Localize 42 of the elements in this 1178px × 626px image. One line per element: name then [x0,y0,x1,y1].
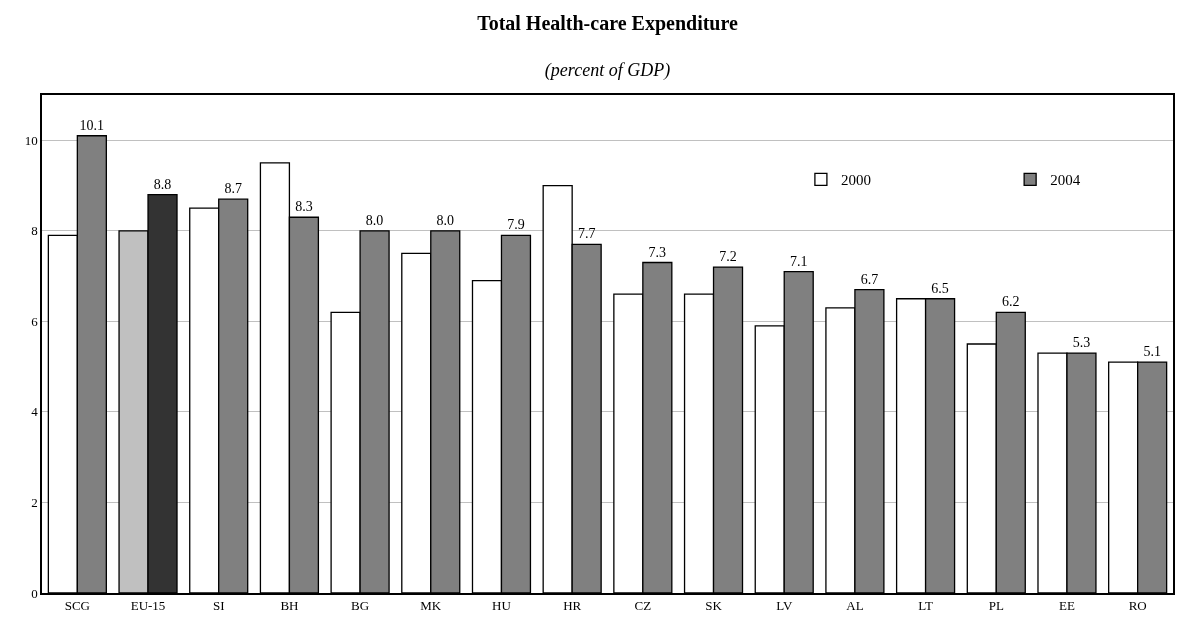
chart-subtitle: (percent of GDP) [544,60,671,82]
x-tick-label: RO [1128,598,1147,614]
data-label: 5.3 [1072,335,1091,351]
data-label: 7.1 [789,253,808,269]
data-label: 8.0 [365,212,384,228]
y-tick-label: 8 [31,223,38,239]
x-tick-label: EU-15 [130,598,166,614]
x-tick-label: HR [563,598,582,614]
x-tick-label: LV [776,598,793,614]
data-label: 7.3 [648,244,667,260]
data-label: 8.7 [224,181,242,197]
x-tick-label: AL [846,598,864,614]
y-tick-label: 2 [31,495,38,510]
x-tick-label: SI [212,598,225,614]
data-label: 5.1 [1143,344,1161,360]
data-label: 8.0 [436,212,455,228]
x-tick-label: SCG [64,598,90,614]
x-tick-label: BH [280,598,299,614]
legend-label: 2004 [1050,172,1081,189]
y-tick-label: 4 [31,404,39,420]
x-tick-label: LT [918,598,933,614]
chart-title: Total Health-care Expenditure [477,11,738,35]
legend-label: 2000 [840,172,871,189]
data-label: 7.7 [577,226,596,242]
data-label: 10.1 [79,117,105,133]
x-tick-label: EE [1059,598,1075,614]
data-label: 6.2 [1002,294,1020,310]
data-label: 8.3 [295,199,313,215]
x-tick-label: SK [705,598,723,614]
y-tick-label: 6 [31,313,39,329]
y-tick-label: 0 [31,585,38,601]
data-label: 6.5 [931,280,949,296]
x-tick-label: PL [988,598,1004,614]
data-label: 7.2 [719,249,737,265]
data-label: 7.9 [507,217,525,233]
data-label: 6.7 [860,271,879,287]
y-tick-label: 10 [24,132,38,148]
x-tick-label: BG [351,598,370,614]
data-label: 8.8 [153,176,172,192]
x-tick-label: HU [492,598,512,614]
x-tick-label: CZ [634,598,652,614]
x-tick-label: MK [420,598,442,614]
